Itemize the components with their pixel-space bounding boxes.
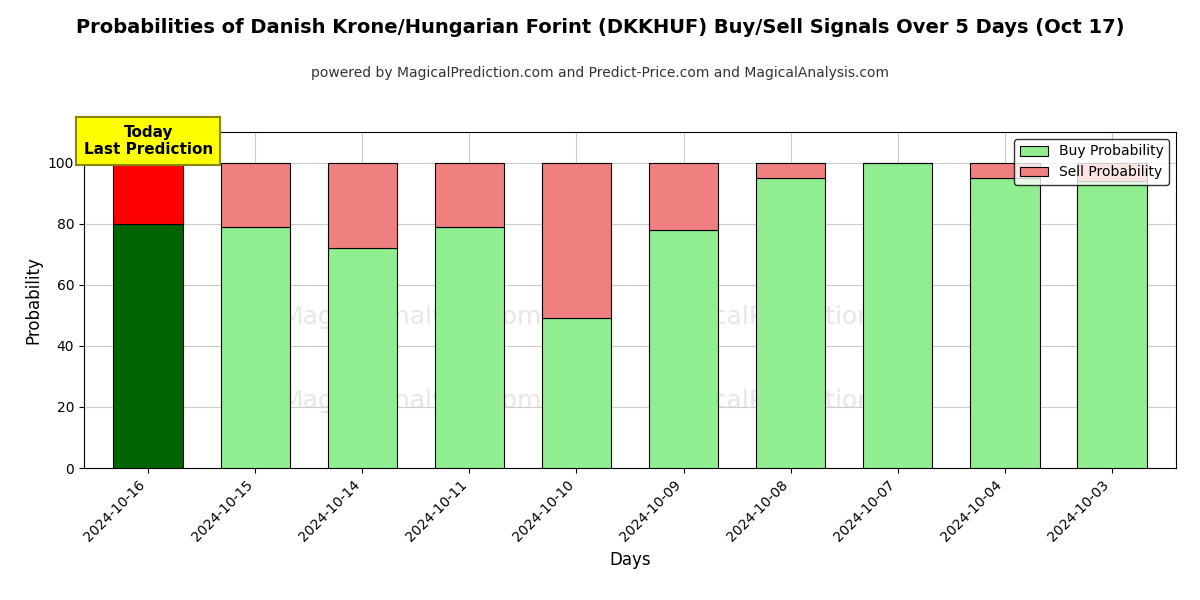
- Text: Probabilities of Danish Krone/Hungarian Forint (DKKHUF) Buy/Sell Signals Over 5 : Probabilities of Danish Krone/Hungarian …: [76, 18, 1124, 37]
- Text: MagicalAnalysis.com: MagicalAnalysis.com: [282, 389, 541, 413]
- Bar: [863, 163, 932, 468]
- Bar: [221, 163, 290, 227]
- Bar: [328, 163, 397, 248]
- Text: powered by MagicalPrediction.com and Predict-Price.com and MagicalAnalysis.com: powered by MagicalPrediction.com and Pre…: [311, 66, 889, 80]
- X-axis label: Days: Days: [610, 551, 650, 569]
- Legend: Buy Probability, Sell Probability: Buy Probability, Sell Probability: [1014, 139, 1169, 185]
- Bar: [114, 163, 184, 224]
- Bar: [434, 163, 504, 227]
- Bar: [221, 227, 290, 468]
- Bar: [1076, 163, 1146, 181]
- Y-axis label: Probability: Probability: [24, 256, 42, 344]
- Text: MagicalPrediction.com: MagicalPrediction.com: [653, 389, 935, 413]
- Bar: [328, 248, 397, 468]
- Bar: [970, 178, 1039, 468]
- Bar: [541, 319, 611, 468]
- Text: MagicalPrediction.com: MagicalPrediction.com: [653, 305, 935, 329]
- Bar: [434, 227, 504, 468]
- Bar: [541, 163, 611, 319]
- Bar: [114, 224, 184, 468]
- Bar: [970, 163, 1039, 178]
- Bar: [649, 163, 719, 230]
- Text: Today
Last Prediction: Today Last Prediction: [84, 125, 212, 157]
- Bar: [1076, 181, 1146, 468]
- Bar: [756, 178, 826, 468]
- Text: MagicalAnalysis.com: MagicalAnalysis.com: [282, 305, 541, 329]
- Bar: [649, 230, 719, 468]
- Bar: [756, 163, 826, 178]
